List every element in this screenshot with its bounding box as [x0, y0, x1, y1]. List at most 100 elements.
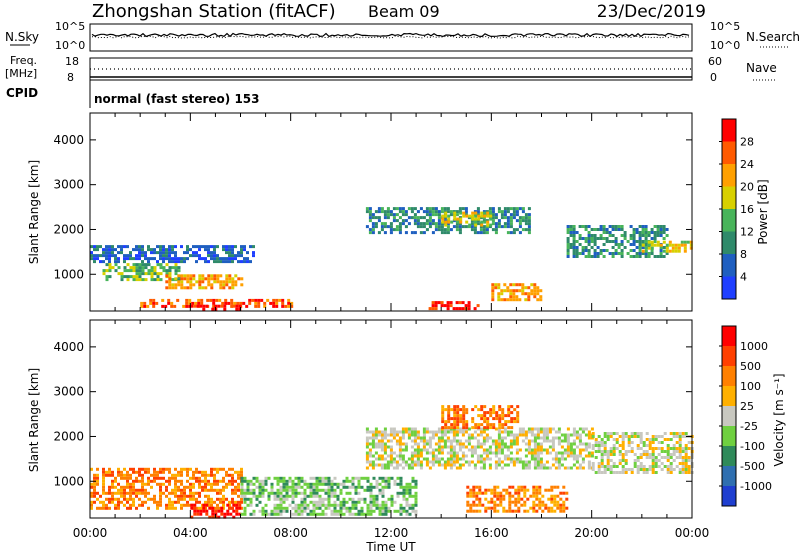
heatmap-cell: [156, 272, 160, 276]
heatmap-cell: [591, 444, 595, 447]
heatmap-cell: [123, 257, 126, 261]
heatmap-cell: [600, 438, 604, 441]
heatmap-cell: [527, 448, 531, 452]
heatmap-cell: [150, 473, 153, 477]
heatmap-cell: [407, 216, 411, 220]
heatmap-cell: [518, 222, 522, 226]
heatmap-cell: [171, 245, 174, 249]
heatmap-cell: [237, 277, 241, 281]
heatmap-cell: [635, 228, 639, 231]
heatmap-cell: [518, 298, 522, 302]
heatmap-cell: [512, 457, 516, 461]
heatmap-cell: [603, 450, 607, 453]
heatmap-cell: [303, 482, 307, 486]
heatmap-cell: [544, 503, 548, 507]
heatmap-cell: [224, 301, 228, 305]
heatmap-cell: [201, 488, 204, 492]
heatmap-cell: [611, 225, 615, 228]
heatmap-cell: [578, 433, 582, 437]
heatmap-cell: [348, 497, 352, 501]
heatmap-cell: [471, 417, 475, 421]
heatmap-cell: [638, 231, 642, 234]
heatmap-cell: [434, 228, 438, 232]
heatmap-cell: [297, 479, 301, 483]
heatmap-cell: [150, 266, 154, 270]
heatmap-cell: [645, 432, 649, 435]
heatmap-cell: [380, 454, 384, 458]
heatmap-cell: [672, 459, 676, 462]
heatmap-cell: [527, 216, 531, 220]
heatmap-cell: [515, 289, 519, 293]
heatmap-cell: [105, 254, 108, 258]
heatmap-cell: [153, 476, 156, 480]
heatmap-cell: [351, 500, 355, 504]
heatmap-cell: [467, 427, 471, 431]
heatmap-cell: [392, 433, 396, 437]
heatmap-cell: [590, 240, 594, 243]
heatmap-cell: [431, 454, 435, 458]
heatmap-cell: [243, 509, 247, 513]
heatmap-cell: [135, 479, 138, 483]
heatmap-cell: [162, 476, 165, 480]
heatmap-cell: [159, 257, 162, 261]
heatmap-cell: [120, 248, 123, 252]
heatmap-cell: [621, 465, 625, 468]
heatmap-cell: [374, 430, 378, 434]
heatmap-cell: [345, 476, 349, 480]
heatmap-cell: [243, 479, 247, 483]
heatmap-cell: [431, 430, 435, 434]
heatmap-cell: [225, 245, 228, 249]
heatmap-cell: [147, 470, 150, 474]
heatmap-cell: [365, 442, 369, 446]
heatmap-cell: [453, 423, 457, 427]
heatmap-cell: [458, 448, 462, 452]
heatmap-cell: [339, 488, 343, 492]
heatmap-cell: [369, 494, 373, 498]
heatmap-cell: [363, 497, 367, 501]
heatmap-cell: [342, 503, 346, 507]
colorbar-segment: [722, 209, 736, 232]
heatmap-cell: [195, 491, 198, 495]
heatmap-cell: [312, 509, 316, 513]
heatmap-cell: [575, 457, 579, 461]
heatmap-cell: [371, 442, 375, 446]
heatmap-cell: [515, 219, 519, 223]
heatmap-cell: [565, 497, 569, 501]
heatmap-cell: [615, 441, 619, 444]
colorbar-tick-label: 12: [740, 226, 754, 239]
heatmap-cell: [542, 463, 546, 467]
heatmap-cell: [384, 503, 388, 507]
heatmap-cell: [220, 512, 224, 516]
heatmap-cell: [470, 454, 474, 458]
heatmap-cell: [398, 228, 402, 232]
heatmap-cell: [467, 442, 471, 446]
heatmap-cell: [450, 220, 454, 224]
heatmap-cell: [440, 433, 444, 437]
heatmap-cell: [386, 207, 390, 211]
heatmap-cell: [633, 459, 637, 462]
heatmap-cell: [512, 289, 516, 293]
heatmap-cell: [593, 243, 597, 246]
heatmap-cell: [279, 503, 283, 507]
heatmap-cell: [407, 457, 411, 461]
heatmap-cell: [514, 503, 518, 507]
heatmap-cell: [600, 456, 604, 459]
heatmap-cell: [243, 494, 247, 498]
heatmap-cell: [521, 463, 525, 467]
heatmap-cell: [232, 503, 236, 507]
heatmap-cell: [645, 438, 649, 441]
heatmap-cell: [476, 442, 480, 446]
heatmap-cell: [416, 454, 420, 458]
heatmap-cell: [159, 497, 162, 501]
heatmap-cell: [684, 468, 688, 471]
heatmap-cell: [503, 222, 507, 226]
heatmap-cell: [497, 448, 501, 452]
heatmap-cell: [399, 512, 403, 516]
heatmap-cell: [126, 269, 130, 273]
heatmap-cell: [530, 433, 534, 437]
heatmap-cell: [263, 304, 267, 308]
heatmap-cell: [207, 494, 210, 498]
heatmap-cell: [500, 292, 504, 296]
heatmap-cell: [219, 479, 222, 483]
heatmap-cell: [138, 251, 141, 255]
